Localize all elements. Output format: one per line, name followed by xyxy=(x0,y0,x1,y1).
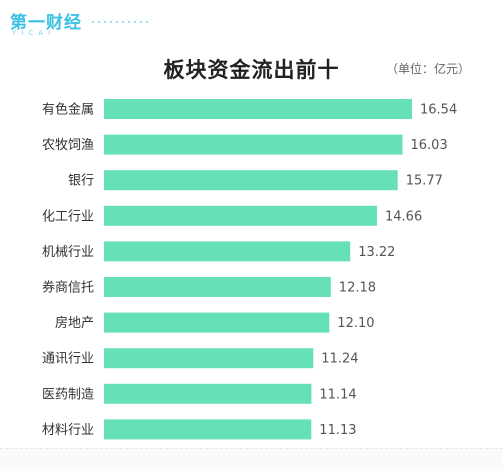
brand-sub: YICAI xyxy=(12,29,56,37)
brand-name: 第一财经 xyxy=(10,13,82,33)
value-label: 14.66 xyxy=(385,209,422,224)
decorative-dots-icon xyxy=(90,19,150,25)
value-label: 13.22 xyxy=(358,245,395,260)
category-label: 券商信托 xyxy=(42,280,94,296)
bar xyxy=(104,312,330,333)
category-label: 材料行业 xyxy=(42,423,94,438)
bar xyxy=(104,134,403,155)
chart-title: 板块资金流出前十 xyxy=(163,58,340,82)
category-label: 农牧饲渔 xyxy=(42,138,94,153)
value-label: 12.10 xyxy=(337,316,374,331)
footer-band xyxy=(0,448,503,469)
value-label: 15.77 xyxy=(406,174,443,189)
bar xyxy=(104,205,377,226)
bar xyxy=(104,277,331,297)
bar xyxy=(104,241,351,262)
category-label: 银行 xyxy=(68,174,94,189)
value-label: 12.18 xyxy=(339,281,376,296)
bar xyxy=(104,99,412,119)
category-label: 房地产 xyxy=(55,315,94,331)
value-label: 16.03 xyxy=(411,138,448,153)
value-label: 11.13 xyxy=(319,423,356,438)
category-label: 机械行业 xyxy=(42,245,94,260)
value-label: 11.24 xyxy=(321,352,358,367)
category-label: 化工行业 xyxy=(42,209,94,224)
unit-label: （单位：亿元） xyxy=(386,62,471,76)
bar xyxy=(104,383,312,404)
bar xyxy=(104,348,314,369)
value-label: 16.54 xyxy=(420,103,457,118)
category-label: 医药制造 xyxy=(42,387,94,402)
bar xyxy=(104,170,398,191)
value-label: 11.14 xyxy=(319,387,356,402)
category-label: 有色金属 xyxy=(42,102,94,118)
brand-logo: 第一财经 YICAI xyxy=(10,8,150,38)
category-label: 通讯行业 xyxy=(42,352,94,367)
bar xyxy=(104,419,312,440)
